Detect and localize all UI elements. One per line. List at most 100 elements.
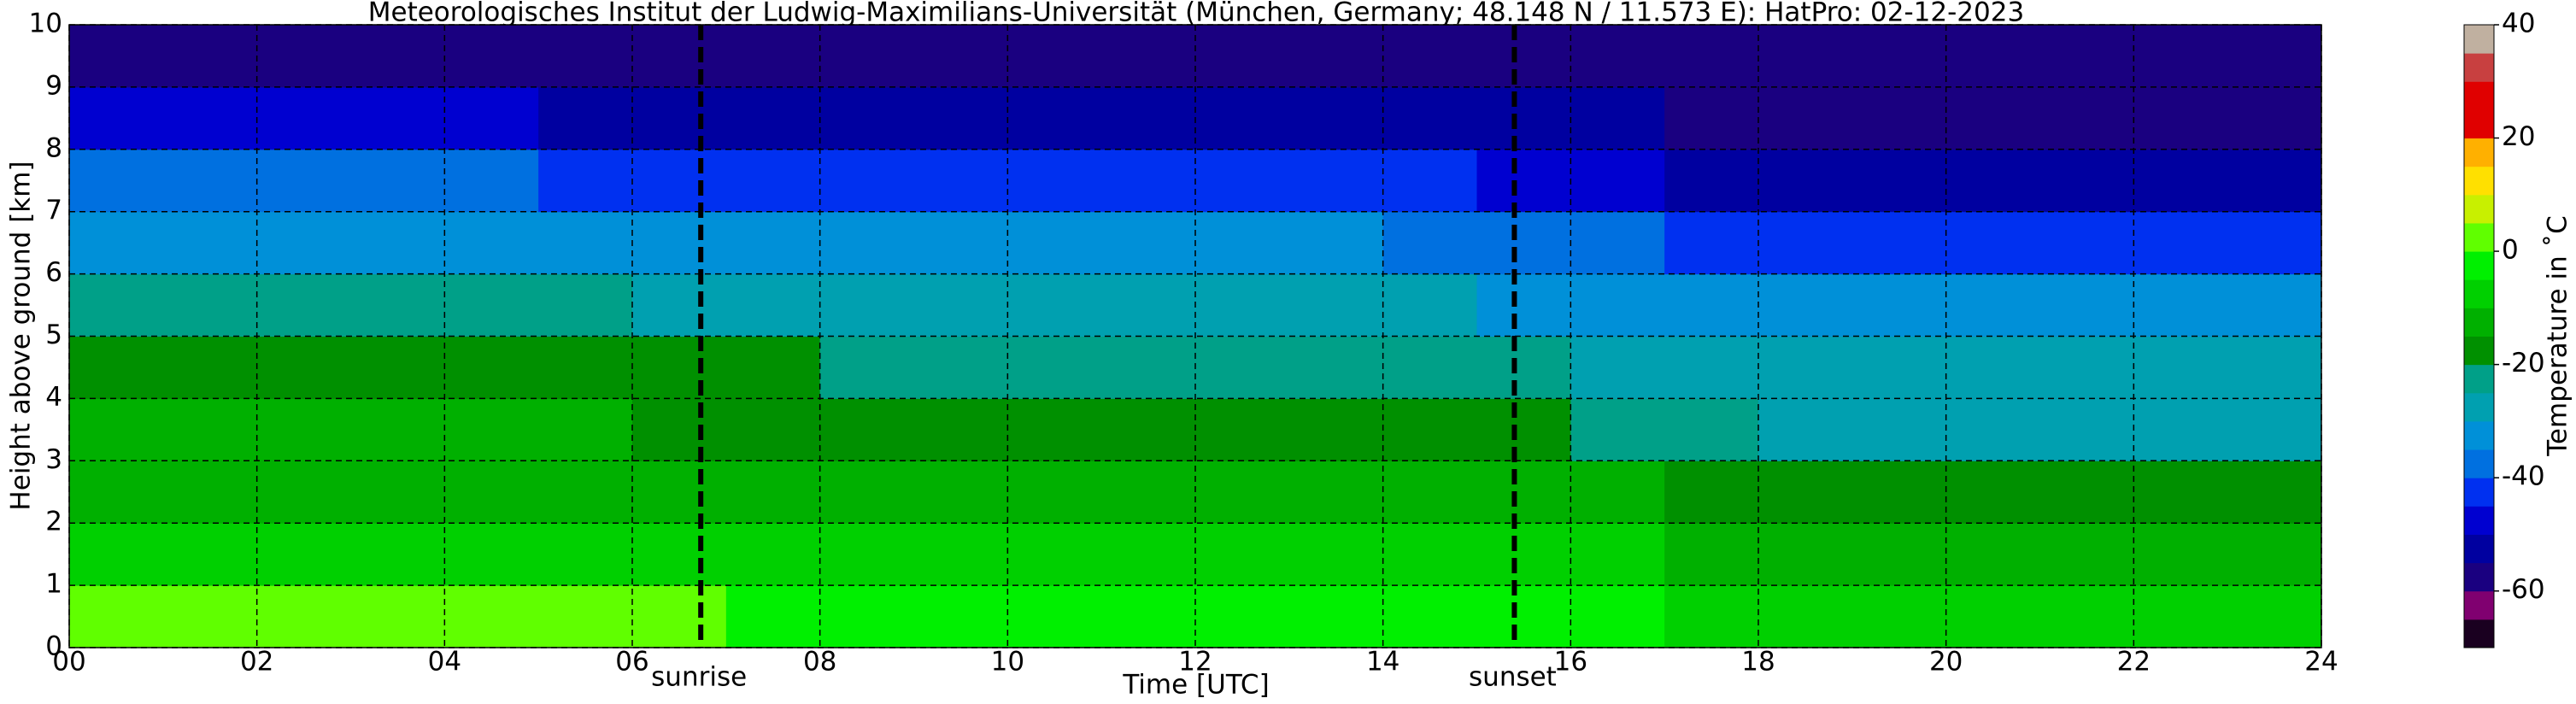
heat-cell	[350, 336, 445, 399]
heat-cell	[2227, 523, 2322, 586]
heat-cell	[256, 585, 351, 648]
heat-cell	[819, 461, 914, 524]
heat-cell	[1570, 273, 1665, 337]
heat-cell	[1945, 523, 2040, 586]
heat-cell	[1570, 461, 1665, 524]
heat-cell	[1195, 25, 1290, 88]
heat-cell	[2227, 273, 2322, 337]
colorbar-tick-label: -60	[2502, 574, 2545, 605]
x-axis-label: Time [UTC]	[1122, 670, 1269, 701]
x-tick-label: 06	[615, 647, 648, 678]
heat-cell	[256, 336, 351, 399]
heat-cell	[350, 585, 445, 648]
heat-cell	[162, 523, 258, 586]
heat-cell	[444, 585, 539, 648]
heat-cell	[1945, 273, 2040, 337]
heat-cell	[162, 211, 258, 275]
heat-cell	[2039, 461, 2134, 524]
heat-cell	[1382, 461, 1477, 524]
chart-title: Meteorologisches Institut der Ludwig-Max…	[368, 0, 2024, 28]
colorbar-frame	[2463, 24, 2495, 648]
heat-cell	[1101, 461, 1196, 524]
heat-cell	[913, 25, 1008, 88]
heat-cell	[2039, 398, 2134, 461]
colorbar-segment	[2464, 449, 2494, 478]
y-tick-label: 1	[45, 569, 62, 600]
heat-cell	[1476, 273, 1571, 337]
x-tick-label: 22	[2117, 647, 2151, 678]
heat-cell	[1758, 25, 1853, 88]
heat-cell	[444, 149, 539, 213]
heat-cell	[69, 398, 164, 461]
heat-cell	[2133, 398, 2228, 461]
colorbar-tick-label: -40	[2502, 461, 2545, 492]
heat-cell	[69, 86, 164, 150]
heat-cell	[162, 86, 258, 150]
heat-cell	[1570, 336, 1665, 399]
heat-cell	[162, 398, 258, 461]
heat-cell	[1570, 25, 1665, 88]
heat-cell	[1382, 585, 1477, 648]
colorbar-segment	[2464, 562, 2494, 592]
heat-cell	[1007, 211, 1102, 275]
x-tick-label: 02	[240, 647, 273, 678]
heat-cell	[1007, 149, 1102, 213]
x-tick-label: 20	[1929, 647, 1963, 678]
heat-cell	[1288, 461, 1384, 524]
heat-cell	[1758, 149, 1853, 213]
x-tick-label: 18	[1741, 647, 1775, 678]
heat-cell	[1476, 211, 1571, 275]
heat-cell	[2227, 149, 2322, 213]
heat-cell	[1007, 585, 1102, 648]
heat-cell	[1195, 149, 1290, 213]
heat-cell	[1758, 336, 1853, 399]
heat-cell	[913, 585, 1008, 648]
y-tick-label: 9	[45, 70, 62, 101]
heat-cell	[1195, 336, 1290, 399]
colorbar-segment	[2464, 53, 2494, 82]
heat-cell	[1382, 25, 1477, 88]
y-tick-label: 3	[45, 444, 62, 475]
heat-cell	[632, 273, 727, 337]
heat-cell	[1945, 398, 2040, 461]
heat-cell	[1007, 273, 1102, 337]
heat-cell	[350, 25, 445, 88]
heat-cell	[1382, 211, 1477, 275]
heat-cell	[819, 86, 914, 150]
heat-cell	[1195, 86, 1290, 150]
colorbar-segment	[2464, 166, 2494, 196]
heat-cell	[69, 336, 164, 399]
colorbar-segment	[2464, 336, 2494, 366]
heat-cell	[69, 25, 164, 88]
heat-cell	[2039, 25, 2134, 88]
heat-cell	[1851, 398, 1947, 461]
heat-cell	[256, 25, 351, 88]
heat-cell	[69, 273, 164, 337]
heat-cell	[350, 461, 445, 524]
heat-cell	[444, 273, 539, 337]
heat-cell	[2227, 336, 2322, 399]
heat-cell	[1101, 86, 1196, 150]
heat-cell	[162, 461, 258, 524]
heat-cell	[1476, 398, 1571, 461]
heat-cell	[1101, 25, 1196, 88]
y-tick-label: 0	[45, 631, 62, 662]
heat-cell	[1570, 585, 1665, 648]
heat-cell	[1288, 273, 1384, 337]
heat-cell	[2133, 523, 2228, 586]
heat-cell	[1288, 149, 1384, 213]
heat-cell	[1758, 273, 1853, 337]
heat-cell	[632, 398, 727, 461]
heat-cell	[913, 86, 1008, 150]
y-tick-label: 2	[45, 507, 62, 537]
heat-cell	[819, 149, 914, 213]
heat-cell	[725, 585, 821, 648]
heat-cell	[1101, 398, 1196, 461]
heat-cell	[1851, 25, 1947, 88]
heat-cell	[2039, 523, 2134, 586]
colorbar-segment	[2464, 279, 2494, 308]
heat-cell	[256, 461, 351, 524]
heat-cell	[350, 273, 445, 337]
x-tick-label: 08	[803, 647, 836, 678]
